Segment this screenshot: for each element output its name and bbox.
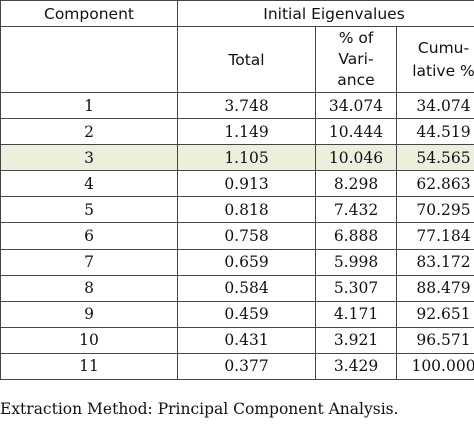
cell-component: 3 [0, 144, 178, 172]
table-row: 3 1.105 10.046 54.565 [0, 144, 474, 172]
cell-percent-of-variance: 5.998 [315, 248, 397, 276]
cell-cumulative-percent: 96.571 [395, 326, 474, 354]
header-total: Total [177, 26, 316, 93]
cell-percent-of-variance: 3.429 [315, 352, 397, 381]
cell-cumulative-percent: 100.000 [395, 352, 474, 381]
cell-total: 1.149 [177, 118, 316, 146]
cell-total: 0.377 [177, 352, 316, 381]
header-component-empty [0, 26, 178, 93]
header-initial-eigenvalues: Initial Eigenvalues [176, 0, 474, 27]
table-body: 1 3.748 34.074 34.074 2 1.149 10.444 44.519 3 1.1… [0, 91, 474, 381]
cell-total: 0.913 [177, 170, 316, 198]
cell-component: 10 [0, 326, 178, 354]
cell-percent-of-variance: 7.432 [315, 196, 397, 224]
header-pct-line-2: Vari- [338, 50, 374, 68]
cell-cumulative-percent: 62.863 [395, 170, 474, 198]
cell-component: 4 [0, 170, 178, 198]
cell-component: 8 [0, 274, 178, 302]
header-pct-line-1: % of [338, 29, 374, 47]
table-row: 5 0.818 7.432 70.295 [0, 196, 474, 224]
table-row: 11 0.377 3.429 100.000 [0, 352, 474, 381]
table-row: 8 0.584 5.307 88.479 [0, 274, 474, 302]
cell-total: 0.584 [177, 274, 316, 302]
cell-total: 0.758 [177, 222, 316, 250]
table-row: 10 0.431 3.921 96.571 [0, 326, 474, 354]
table-row: 9 0.459 4.171 92.651 [0, 300, 474, 328]
cell-percent-of-variance: 4.171 [315, 300, 397, 328]
table-row: 1 3.748 34.074 34.074 [0, 91, 474, 120]
cell-percent-of-variance: 10.444 [315, 118, 397, 146]
header-cumulative-percent: Cumu- lative % [395, 26, 474, 93]
cell-cumulative-percent: 34.074 [395, 91, 474, 120]
cell-total: 1.105 [177, 144, 316, 172]
cell-cumulative-percent: 88.479 [395, 274, 474, 302]
cell-percent-of-variance: 10.046 [315, 144, 397, 172]
cell-percent-of-variance: 34.074 [315, 91, 397, 120]
table-header-row: Component Initial Eigenvalues [0, 0, 474, 27]
cell-percent-of-variance: 5.307 [315, 274, 397, 302]
cell-component: 11 [0, 352, 178, 381]
cell-percent-of-variance: 6.888 [315, 222, 397, 250]
cell-component: 7 [0, 248, 178, 276]
table-row: 6 0.758 6.888 77.184 [0, 222, 474, 250]
cell-cumulative-percent: 92.651 [395, 300, 474, 328]
cell-total: 0.431 [177, 326, 316, 354]
table-subheader-row: Total % of Vari- ance Cumu- lative % [0, 26, 474, 93]
header-pct-line-3: ance [337, 71, 375, 89]
cell-component: 2 [0, 118, 178, 146]
cell-component: 6 [0, 222, 178, 250]
header-cum-line-1: Cumu- [417, 38, 470, 57]
cell-component: 5 [0, 196, 178, 224]
cell-cumulative-percent: 83.172 [395, 248, 474, 276]
cell-component: 1 [0, 91, 178, 120]
cell-cumulative-percent: 54.565 [395, 144, 474, 172]
header-cum-line-2: lative % [412, 61, 474, 80]
cell-cumulative-percent: 70.295 [395, 196, 474, 224]
extraction-method-footnote: Extraction Method: Principal Component A… [0, 400, 399, 418]
table-row: 4 0.913 8.298 62.863 [0, 170, 474, 198]
eigenvalues-table: Component Initial Eigenvalues Total % of… [0, 0, 474, 381]
cell-cumulative-percent: 77.184 [395, 222, 474, 250]
table-row: 7 0.659 5.998 83.172 [0, 248, 474, 276]
cell-component: 9 [0, 300, 178, 328]
header-component: Component [0, 0, 178, 27]
cell-total: 0.818 [177, 196, 316, 224]
header-percent-of-variance: % of Vari- ance [315, 26, 397, 93]
cell-total: 0.459 [177, 300, 316, 328]
cell-percent-of-variance: 3.921 [315, 326, 397, 354]
table-row: 2 1.149 10.444 44.519 [0, 118, 474, 146]
cell-total: 3.748 [177, 91, 316, 120]
cell-cumulative-percent: 44.519 [395, 118, 474, 146]
cell-total: 0.659 [177, 248, 316, 276]
cell-percent-of-variance: 8.298 [315, 170, 397, 198]
